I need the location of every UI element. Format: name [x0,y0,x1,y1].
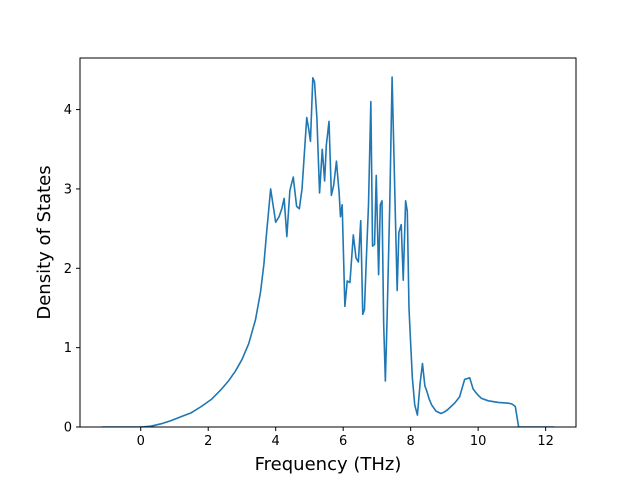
x-tick-label: 4 [272,434,280,449]
x-axis-label: Frequency (THz) [255,454,402,475]
y-tick-label: 0 [64,421,72,436]
plot-area [101,76,555,427]
x-tick-label: 8 [407,434,415,449]
y-tick-label: 4 [64,103,72,118]
x-tick-label: 0 [137,434,145,449]
dos-series-line [101,76,555,427]
y-axis-ticks: 0 1 2 3 4 [64,103,80,436]
x-axis-ticks: 0 2 4 6 8 10 12 [137,427,554,449]
y-tick-label: 2 [64,262,72,277]
x-tick-label: 2 [204,434,212,449]
x-tick-label: 12 [537,434,554,449]
y-tick-label: 3 [64,182,72,197]
x-tick-label: 10 [470,434,487,449]
axes-frame [79,57,577,428]
x-tick-label: 6 [339,434,347,449]
y-axis-label: Density of States [34,165,55,319]
y-tick-label: 1 [64,341,72,356]
